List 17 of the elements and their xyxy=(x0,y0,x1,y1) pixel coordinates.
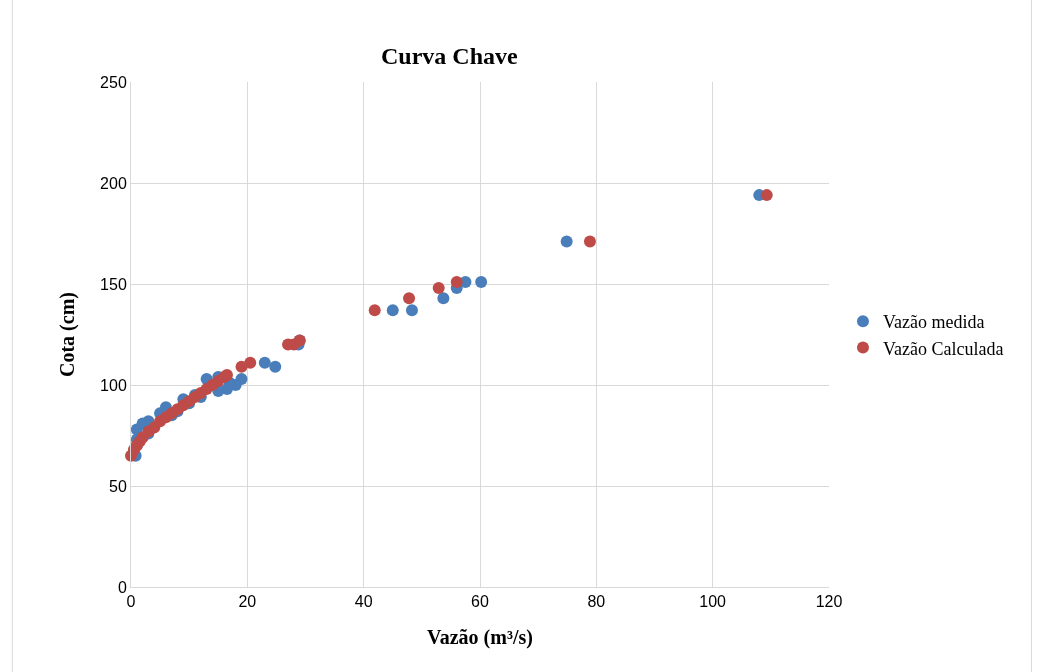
legend-label: Vazão Calculada xyxy=(882,338,1004,359)
y-tick-label: 250 xyxy=(100,73,127,91)
y-tick-label: 150 xyxy=(100,275,127,293)
x-axis-title: Vazão (m³/s) xyxy=(427,625,533,649)
x-tick-label: 80 xyxy=(587,593,606,611)
x-tick-label: 100 xyxy=(699,593,727,611)
y-tick-label: 0 xyxy=(117,578,127,596)
chart-title: Curva Chave xyxy=(381,42,519,69)
y-tick-label: 200 xyxy=(100,174,127,192)
y-tick-label: 100 xyxy=(100,376,127,394)
x-tick-label: 40 xyxy=(354,593,373,611)
x-tick-label: 60 xyxy=(471,593,489,611)
x-tick-label: 20 xyxy=(238,593,257,611)
legend-label: Vazão medida xyxy=(882,312,985,333)
x-tick-label: 120 xyxy=(815,593,843,611)
y-axis-title: Cota (cm) xyxy=(55,292,79,377)
y-tick-label: 50 xyxy=(109,477,127,495)
